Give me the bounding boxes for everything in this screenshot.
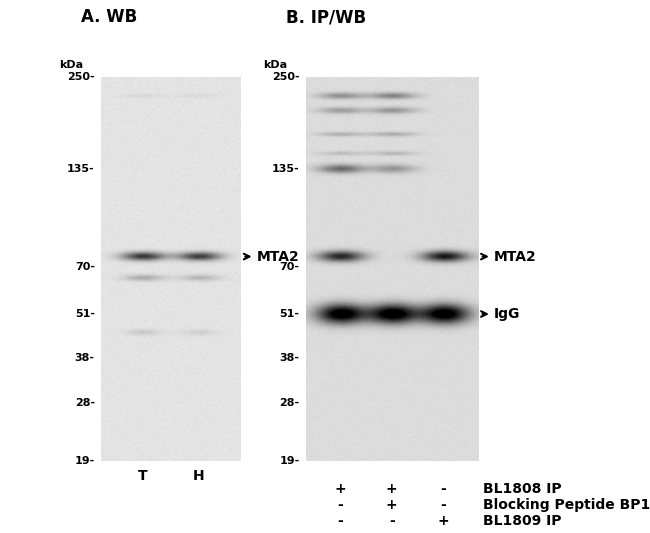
- Text: 51-: 51-: [75, 309, 95, 319]
- Text: 28-: 28-: [280, 398, 300, 408]
- Text: -: -: [441, 498, 446, 512]
- Text: 250-: 250-: [272, 72, 300, 82]
- Text: -: -: [441, 482, 446, 496]
- Text: MTA2: MTA2: [494, 249, 536, 264]
- Text: 250-: 250-: [67, 72, 95, 82]
- Text: +: +: [386, 482, 397, 496]
- Text: 70-: 70-: [75, 262, 95, 272]
- Text: BL1809 IP: BL1809 IP: [483, 514, 561, 528]
- Text: 19-: 19-: [280, 456, 300, 466]
- Text: -: -: [389, 514, 395, 528]
- Text: 38-: 38-: [280, 353, 300, 363]
- Text: Blocking Peptide BP1808: Blocking Peptide BP1808: [483, 498, 650, 512]
- Text: IgG: IgG: [494, 307, 520, 321]
- Text: 38-: 38-: [75, 353, 95, 363]
- Text: B. IP/WB: B. IP/WB: [285, 8, 365, 26]
- Text: +: +: [386, 498, 397, 512]
- Text: +: +: [334, 482, 346, 496]
- Text: kDa: kDa: [263, 60, 287, 70]
- Text: -: -: [337, 514, 343, 528]
- Text: 135-: 135-: [272, 164, 300, 174]
- Text: -: -: [337, 498, 343, 512]
- Text: 70-: 70-: [280, 262, 300, 272]
- Text: 28-: 28-: [75, 398, 95, 408]
- Text: 135-: 135-: [67, 164, 95, 174]
- Text: 51-: 51-: [280, 309, 300, 319]
- Text: BL1808 IP: BL1808 IP: [483, 482, 562, 496]
- Text: kDa: kDa: [58, 60, 83, 70]
- Text: MTA2: MTA2: [257, 249, 299, 264]
- Text: T: T: [138, 469, 148, 483]
- Text: 19-: 19-: [75, 456, 95, 466]
- Text: A. WB: A. WB: [81, 8, 137, 26]
- Text: H: H: [193, 469, 204, 483]
- Text: +: +: [437, 514, 449, 528]
